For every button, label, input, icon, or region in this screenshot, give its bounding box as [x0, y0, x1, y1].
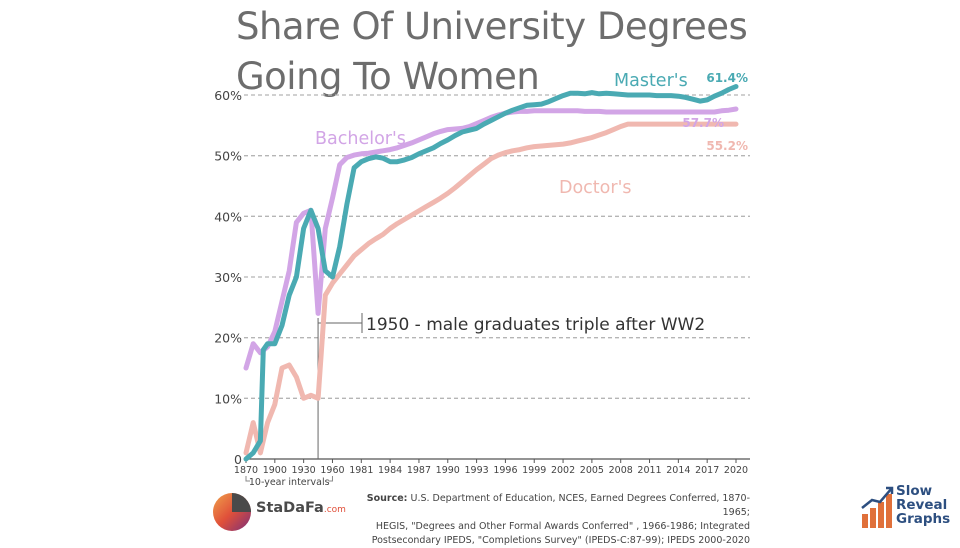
x-tick-label: 1993 [464, 465, 488, 476]
x-tick-label: 1999 [522, 465, 546, 476]
y-tick-label: 0 [234, 452, 242, 467]
srg-line-2: Reveal [896, 497, 948, 513]
interval-bracket-right [328, 476, 333, 482]
x-tick-label: 1987 [407, 465, 431, 476]
x-tick-label: 2017 [695, 465, 719, 476]
series-label: Bachelor's [315, 129, 406, 149]
srg-line-1: Slow [896, 483, 933, 499]
chart-title-line-2: Going To Women [236, 55, 540, 98]
interval-note: 10-year intervals [249, 477, 330, 488]
y-tick-label: 50% [214, 149, 242, 164]
x-tick-label: 2014 [666, 465, 690, 476]
y-tick-label: 20% [214, 331, 242, 346]
slow-reveal-graphs-logo[interactable]: Slow Reveal Graphs [860, 484, 960, 534]
stadafa-name: StaDaFa [256, 500, 324, 516]
x-tick-label: 2008 [609, 465, 633, 476]
x-tick-label: 2011 [637, 465, 661, 476]
x-tick-label: 1870 [234, 465, 258, 476]
annotation-text: 1950 - male graduates triple after WW2 [366, 315, 705, 335]
series-line-doctors [243, 121, 739, 456]
x-tick-label: 1981 [349, 465, 373, 476]
series-line-bachelors [243, 106, 739, 371]
stadafa-logo-icon [213, 493, 251, 531]
chart-title: Share Of University Degrees Going To Wom… [236, 2, 748, 102]
srg-line-3: Graphs [896, 511, 951, 527]
y-tick-label: 60% [214, 88, 242, 103]
x-tick-label: 2005 [580, 465, 604, 476]
x-tick-label: 1984 [378, 465, 402, 476]
end-value-label: 55.2% [706, 139, 748, 153]
x-tick-label: 1900 [263, 465, 287, 476]
x-tick-label: 1996 [493, 465, 517, 476]
x-tick-label: 1990 [436, 465, 460, 476]
chart-title-line-1: Share Of University Degrees [236, 5, 748, 48]
series-label: Doctor's [559, 178, 632, 198]
series-line-masters [243, 84, 739, 462]
source-line-2: HEGIS, "Degrees and Other Formal Awards … [375, 521, 750, 532]
series-label: Master's [614, 71, 688, 91]
x-tick-label: 2002 [551, 465, 575, 476]
x-tick-label: 1960 [320, 465, 344, 476]
stadafa-logo[interactable]: StaDaFa.com [212, 490, 362, 534]
slow-reveal-graphs-text: Slow Reveal Graphs [896, 484, 950, 526]
x-tick-label: 1930 [292, 465, 316, 476]
y-tick-label: 40% [214, 209, 242, 224]
x-tick-label: 2020 [724, 465, 748, 476]
y-tick-label: 10% [214, 391, 242, 406]
y-tick-label: 30% [214, 270, 242, 285]
source-label: Source: [366, 493, 408, 504]
end-value-label: 57.7% [682, 116, 724, 130]
bar-chart-icon [861, 486, 894, 528]
interval-bracket-left [245, 476, 250, 482]
stadafa-suffix: .com [323, 505, 346, 515]
source-line-1: U.S. Department of Education, NCES, Earn… [410, 493, 750, 518]
end-value-label: 61.4% [706, 71, 748, 85]
stadafa-logo-text: StaDaFa.com [256, 500, 346, 516]
source-line-3: Postsecondary IPEDS, "Completions Survey… [371, 535, 750, 546]
